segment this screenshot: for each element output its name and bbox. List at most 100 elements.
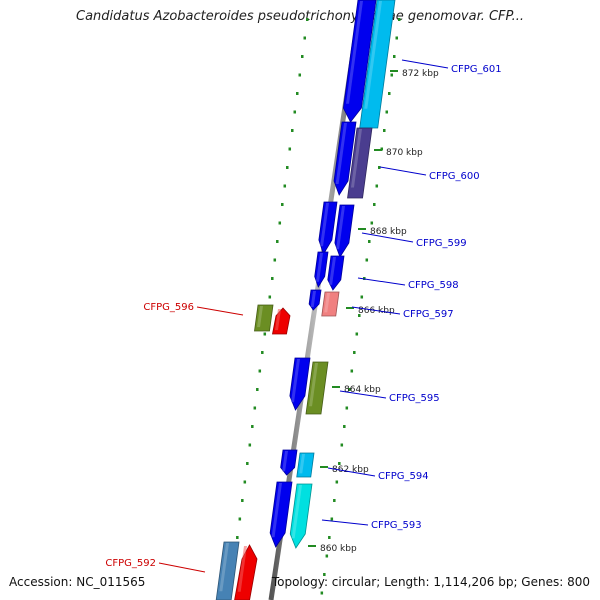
gene-arrow-cfpg-593a[interactable] <box>269 481 293 548</box>
gene-arrow-cfpg-600[interactable] <box>347 127 373 199</box>
tick-mark-outer <box>348 388 351 391</box>
tick-mark-inner <box>303 36 307 40</box>
tick-mark-outer <box>390 73 394 77</box>
tick-mark-outer <box>358 314 361 317</box>
gene-arrow-cfpg-599a[interactable] <box>318 201 338 255</box>
tick-mark-outer <box>328 536 331 539</box>
gene-arrow-cfpg-593[interactable] <box>289 483 313 549</box>
gene-leader-line <box>158 562 206 573</box>
gene-arrow-cfpg-596[interactable] <box>272 307 291 335</box>
gene-leader-line <box>357 277 406 286</box>
gene-arrow-cfpg-595a[interactable] <box>289 357 311 411</box>
kbp-label: 860 kbp <box>320 544 357 554</box>
tick-mark-inner <box>306 18 309 21</box>
gene-arrow-cfpg-598[interactable] <box>327 255 345 291</box>
gene-label[interactable]: CFPG_597 <box>403 309 454 320</box>
tick-mark-outer <box>355 332 359 336</box>
tick-mark-outer <box>353 351 356 354</box>
tick-mark-outer <box>360 295 364 299</box>
gene-leader-line <box>361 232 414 243</box>
tick-mark-inner <box>276 240 279 243</box>
tick-mark-outer <box>320 591 324 595</box>
tick-mark-outer <box>325 554 329 558</box>
tick-mark-outer <box>350 369 354 373</box>
tick-mark-outer <box>345 406 349 410</box>
gene-label[interactable]: CFPG_599 <box>416 238 467 249</box>
tick-mark-inner <box>281 203 284 206</box>
gene-leader-line <box>339 390 387 399</box>
tick-mark-inner <box>251 425 254 428</box>
gene-arrow-cfpg-598a[interactable] <box>314 251 329 288</box>
tick-mark-outer <box>383 129 386 132</box>
tick-mark-inner <box>283 184 287 188</box>
tick-mark-outer <box>398 18 401 21</box>
gene-arrow-cfpg-601[interactable] <box>359 0 396 129</box>
gene-arrow-cfpg-597[interactable] <box>321 291 340 317</box>
gene-label[interactable]: CFPG_601 <box>451 64 502 75</box>
gene-arrow-cfpg-595[interactable] <box>305 361 329 415</box>
gene-arrow-cfpg-599[interactable] <box>334 204 355 258</box>
tick-mark-outer <box>388 92 391 95</box>
gene-arrow-cfpg-596a[interactable] <box>254 304 274 332</box>
tick-mark-inner <box>238 517 242 521</box>
gene-label[interactable]: CFPG_600 <box>429 171 480 182</box>
tick-mark-inner <box>253 406 257 410</box>
accession-label: Accession: NC_011565 <box>9 575 146 589</box>
tick-mark-inner <box>273 258 277 262</box>
gene-arrow-cfpg-601a[interactable] <box>343 0 377 123</box>
gene-leader-line <box>196 306 244 316</box>
tick-mark-inner <box>268 295 272 299</box>
gene-leader-line <box>327 467 376 477</box>
gene-label[interactable]: CFPG_592 <box>105 558 156 569</box>
gene-leader-line <box>351 306 401 315</box>
genome-summary: Topology: circular; Length: 1,114,206 bp… <box>271 575 590 589</box>
gene-arrow-cfpg-592[interactable] <box>234 544 258 600</box>
tick-mark-outer <box>393 55 396 58</box>
tick-mark-inner <box>301 55 304 58</box>
gene-label[interactable]: CFPG_593 <box>371 520 422 531</box>
tick-mark-inner <box>258 369 262 373</box>
tick-mark-inner <box>288 147 292 151</box>
tick-mark-inner <box>286 166 289 169</box>
tick-mark-inner <box>243 480 247 484</box>
tick-mark-inner <box>256 388 259 391</box>
gene-arrow-cfpg-597a[interactable] <box>308 289 322 311</box>
tick-mark-outer <box>378 166 381 169</box>
gene-features <box>215 0 396 600</box>
tick-mark-inner <box>263 332 267 336</box>
gene-arrow-cfpg-592a[interactable] <box>215 541 240 600</box>
tick-mark-outer <box>395 36 399 40</box>
tick-mark-inner <box>271 277 274 280</box>
tick-mark-outer <box>335 480 339 484</box>
tick-mark-outer <box>373 203 376 206</box>
tick-mark-outer <box>385 110 389 114</box>
tick-mark-outer <box>343 425 346 428</box>
kbp-label: 864 kbp <box>344 385 381 395</box>
tick-mark-outer <box>340 443 344 447</box>
gene-arrow-cfpg-594[interactable] <box>296 452 315 478</box>
gene-leader-line <box>321 519 369 526</box>
tick-mark-inner <box>241 499 244 502</box>
tick-mark-inner <box>261 351 264 354</box>
tick-mark-inner <box>246 462 249 465</box>
tick-mark-outer <box>323 573 326 576</box>
tick-mark-inner <box>236 536 239 539</box>
tick-mark-outer <box>370 221 374 225</box>
minor-ticks <box>228 18 401 595</box>
map-title: Candidatus Azobacteroides pseudotrichony… <box>76 9 524 24</box>
gene-label[interactable]: CFPG_598 <box>408 280 459 291</box>
kbp-label: 868 kbp <box>370 227 407 237</box>
gene-label[interactable]: CFPG_595 <box>389 393 440 404</box>
tick-mark-inner <box>291 129 294 132</box>
gene-arrow-cfpg-600a[interactable] <box>333 121 357 196</box>
gene-label[interactable]: CFPG_596 <box>143 302 194 313</box>
tick-mark-inner <box>278 221 282 225</box>
tick-mark-outer <box>338 462 341 465</box>
tick-mark-outer <box>368 240 371 243</box>
gene-label[interactable]: CFPG_594 <box>378 471 429 482</box>
kbp-label: 872 kbp <box>402 69 439 79</box>
gene-arrow-cfpg-594a[interactable] <box>280 449 298 476</box>
tick-mark-inner <box>293 110 297 114</box>
